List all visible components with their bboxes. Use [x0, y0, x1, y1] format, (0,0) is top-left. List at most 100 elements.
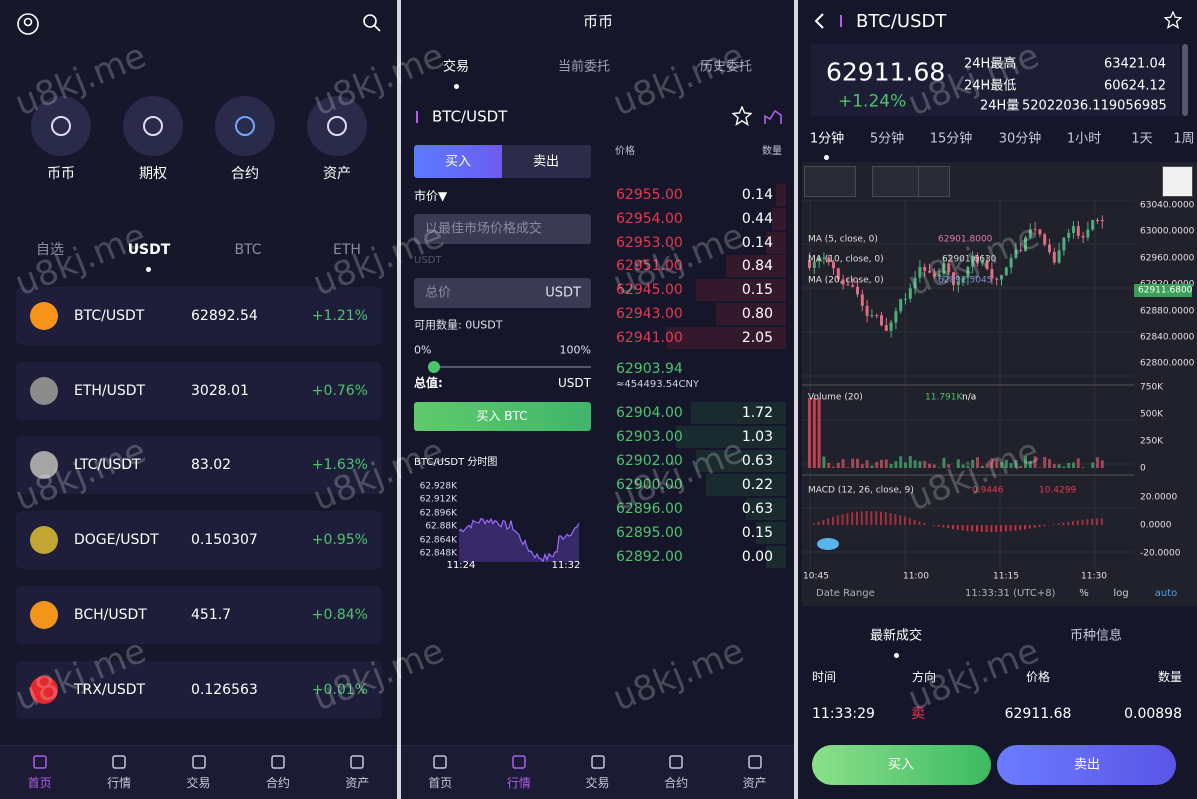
buy-tab-bg[interactable]: [414, 145, 502, 178]
mini-chart-ytick: 62.928K: [419, 481, 457, 492]
bid-price: 62903.00: [616, 429, 683, 445]
market-card[interactable]: [16, 436, 382, 495]
user-icon-ring: [17, 13, 39, 35]
nav-icon-shape: [271, 755, 285, 769]
shortcut-icon[interactable]: [215, 96, 275, 156]
candle-body: [947, 263, 951, 273]
nav-label[interactable]: 行情: [506, 776, 531, 790]
nav-label[interactable]: 合约: [265, 776, 290, 790]
shortcut-label[interactable]: 资产: [323, 166, 351, 182]
nav-icon: [747, 755, 762, 769]
shortcut-icon[interactable]: [123, 96, 183, 156]
interval-tab[interactable]: 1分钟: [809, 131, 845, 147]
order-tab[interactable]: 交易: [442, 59, 470, 75]
interval-tab[interactable]: 30分钟: [998, 131, 1042, 147]
candle-body: [856, 286, 859, 295]
sell-button[interactable]: [997, 745, 1176, 785]
order-tab[interactable]: 当前委托: [557, 59, 611, 75]
volume-bar: [808, 398, 811, 468]
candle-body: [928, 271, 931, 273]
nav-label[interactable]: 首页: [27, 776, 52, 790]
market-pair: BCH/USDT: [74, 606, 147, 623]
slider-knob[interactable]: [428, 361, 440, 373]
candle-body: [1038, 229, 1042, 235]
market-change: +1.21%: [311, 308, 368, 324]
nav-label[interactable]: 首页: [428, 776, 453, 790]
sell-tab-bg[interactable]: [502, 145, 591, 178]
nav-label[interactable]: 交易: [585, 776, 610, 790]
price-input[interactable]: [414, 214, 591, 244]
shortcut-glyph-shape: [143, 116, 163, 136]
mini-chart-xtick: 11:24: [446, 560, 476, 571]
search-icon: [363, 14, 381, 32]
macd-bar: [1000, 525, 1002, 532]
candle-body: [1052, 252, 1056, 263]
volume-bar: [860, 464, 864, 468]
sell-tab[interactable]: 卖出: [532, 154, 560, 170]
scale-auto[interactable]: auto: [1154, 588, 1178, 599]
scale-percent[interactable]: %: [1079, 588, 1089, 599]
market-tab[interactable]: ETH: [333, 242, 361, 258]
ask-depth: [766, 231, 786, 254]
macd-bar: [860, 511, 863, 525]
volume-bar: [817, 398, 821, 468]
macd-bar: [1062, 522, 1065, 525]
shortcut-glyph-shape: [235, 116, 255, 136]
market-card[interactable]: [16, 511, 382, 570]
nav-icon: [32, 755, 47, 769]
buy-button-label[interactable]: 买入 BTC: [476, 409, 528, 423]
price-axis-label: 62880.0000: [1140, 306, 1195, 317]
chart-tool-button[interactable]: [1162, 166, 1193, 197]
nav-label[interactable]: 行情: [107, 776, 132, 790]
order-type[interactable]: 市价▼: [414, 189, 448, 203]
nav-label[interactable]: 合约: [664, 776, 689, 790]
shortcut-label[interactable]: 币币: [47, 166, 75, 182]
market-price: 83.02: [191, 457, 232, 474]
shortcut-label[interactable]: 合约: [231, 166, 259, 182]
info-tab[interactable]: 币种信息: [1069, 628, 1123, 644]
nav-icon-shape: [112, 755, 126, 769]
macd-bar: [1052, 524, 1055, 525]
shortcut-label[interactable]: 期权: [139, 166, 167, 182]
macd-bar: [841, 514, 844, 525]
interval-tab[interactable]: 1周: [1173, 131, 1195, 147]
candle-body: [1009, 257, 1013, 268]
chart-tool-button[interactable]: [804, 166, 856, 197]
cloud-icon: [817, 538, 839, 550]
interval-tab[interactable]: 1天: [1131, 131, 1153, 147]
volume-bar: [923, 460, 927, 468]
market-tab[interactable]: 自选: [36, 242, 64, 258]
chart-icon: [764, 109, 782, 124]
sell-button-label[interactable]: 卖出: [1073, 757, 1101, 773]
market-pair: TRX/USDT: [74, 681, 146, 698]
candle-body: [995, 278, 999, 280]
slider-min: 0%: [414, 343, 432, 357]
market-card[interactable]: [16, 361, 382, 420]
bid-price: 62896.00: [616, 501, 683, 517]
interval-tab[interactable]: 15分钟: [929, 131, 973, 147]
mini-chart-title: BTC/USDT 分时图: [414, 457, 498, 468]
volume-bar: [1024, 456, 1027, 468]
nav-label[interactable]: 交易: [186, 776, 211, 790]
macd-bar: [894, 514, 897, 525]
scale-log[interactable]: log: [1113, 588, 1129, 599]
nav-label[interactable]: 资产: [345, 776, 370, 790]
market-card[interactable]: [16, 585, 382, 644]
interval-tab[interactable]: 1小时: [1066, 131, 1102, 147]
buy-button[interactable]: [812, 745, 991, 785]
shortcut-icon[interactable]: [307, 96, 367, 156]
nav-label[interactable]: 资产: [742, 776, 767, 790]
buy-button[interactable]: [414, 402, 591, 431]
buy-tab[interactable]: 买入: [444, 154, 472, 170]
market-card[interactable]: [16, 660, 382, 719]
market-tab[interactable]: BTC: [234, 242, 262, 258]
market-tab[interactable]: USDT: [127, 242, 171, 258]
market-card[interactable]: [16, 287, 382, 345]
info-tab[interactable]: 最新成交: [869, 628, 923, 644]
buy-button-label[interactable]: 买入: [887, 757, 915, 773]
total-input[interactable]: [414, 278, 591, 308]
shortcut-icon[interactable]: [31, 96, 91, 156]
chart-tool-button[interactable]: [918, 166, 950, 197]
order-tab[interactable]: 历史委托: [699, 59, 753, 75]
interval-tab[interactable]: 5分钟: [869, 131, 905, 147]
